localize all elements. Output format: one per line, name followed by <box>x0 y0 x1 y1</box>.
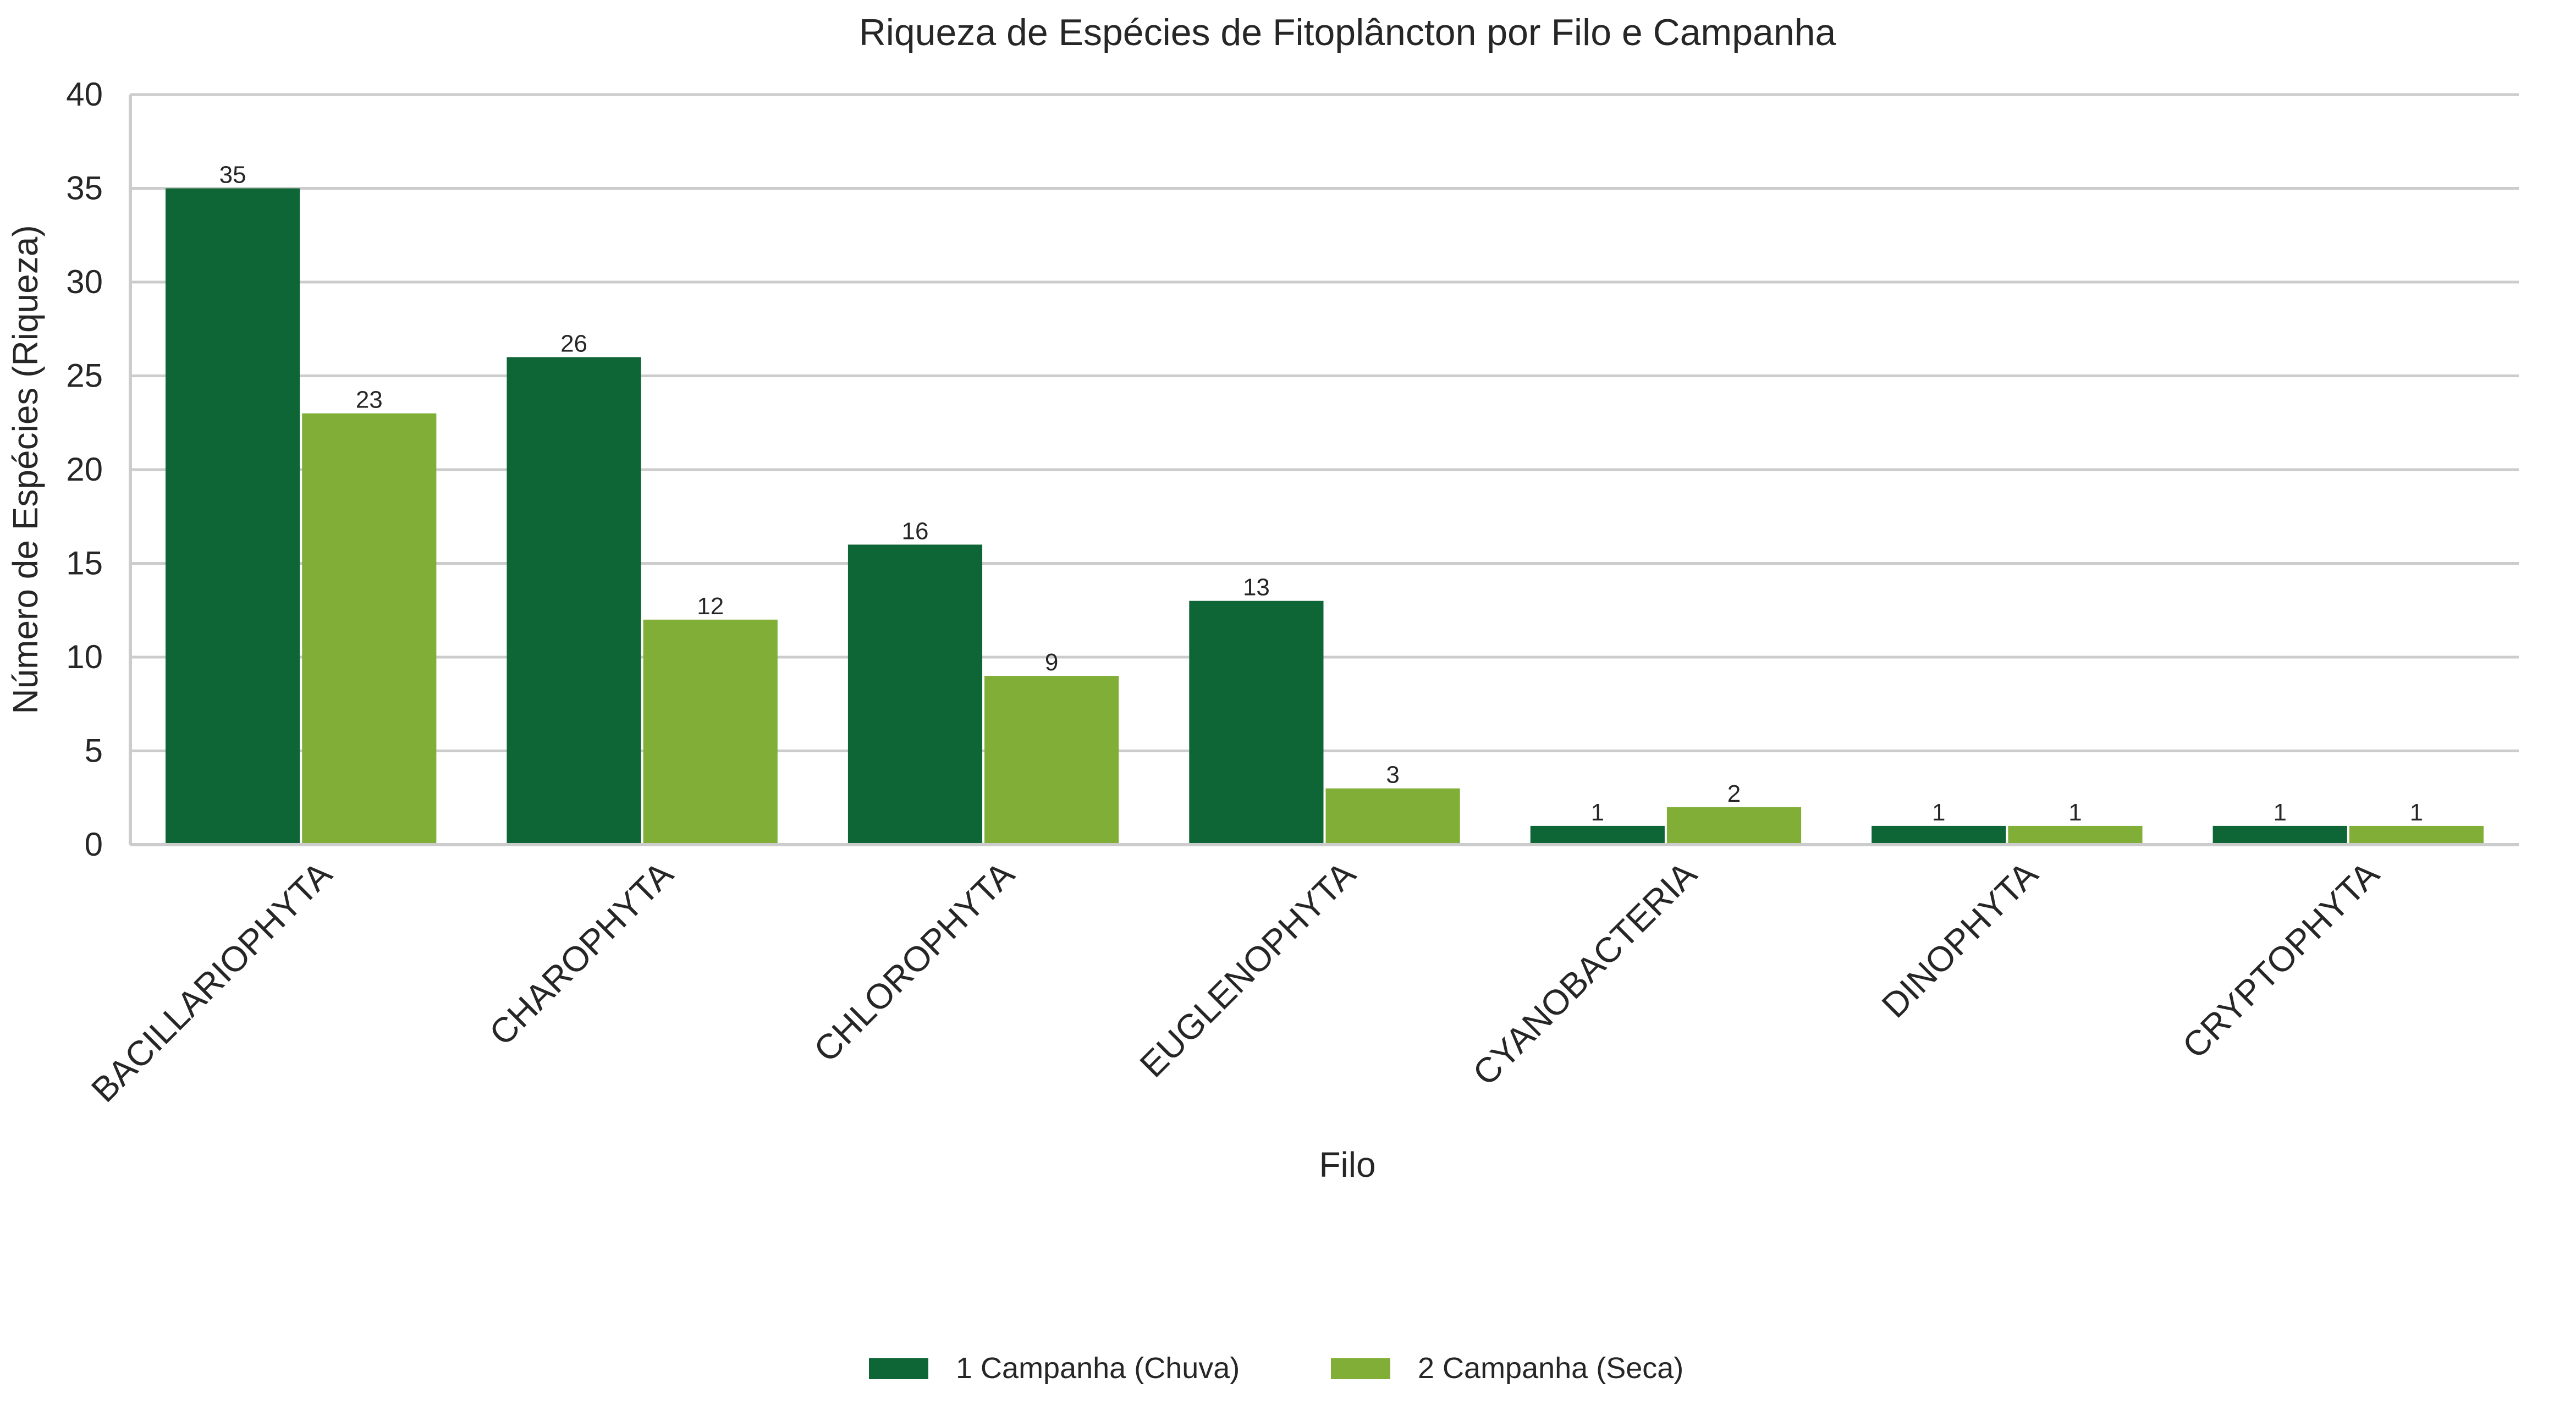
data-label: 13 <box>1243 574 1270 601</box>
data-label: 23 <box>356 387 383 414</box>
bar <box>643 619 778 845</box>
gridlines <box>130 93 2519 752</box>
y-tick-label: 10 <box>66 638 103 675</box>
legend: 1 Campanha (Chuva) 2 Campanha (Seca) <box>869 1352 1683 1385</box>
data-label: 1 <box>2410 799 2423 826</box>
x-axis-label: Filo <box>1319 1145 1375 1184</box>
data-label: 1 <box>1932 799 1945 826</box>
bar <box>847 544 983 845</box>
x-tick-label: CHLOROPHYTA <box>806 854 1022 1070</box>
data-label: 12 <box>697 593 724 620</box>
y-axis-label: Número de Espécies (Riqueza) <box>5 225 45 714</box>
bar <box>984 676 1119 845</box>
data-label: 9 <box>1045 649 1058 676</box>
x-tick-label: DINOPHYTA <box>1874 854 2046 1026</box>
bars <box>166 188 2484 845</box>
x-ticks: BACILLARIOPHYTA CHAROPHYTA CHLOROPHYTA EUGL… <box>84 854 2387 1110</box>
legend-swatch <box>869 1358 928 1379</box>
data-label: 2 <box>1727 780 1741 807</box>
y-tick-label: 5 <box>85 732 103 769</box>
x-tick-label: EUGLENOPHYTA <box>1132 854 1363 1085</box>
bar <box>302 413 437 845</box>
data-label: 26 <box>560 330 587 357</box>
data-label: 35 <box>219 162 246 189</box>
bar <box>2349 825 2484 845</box>
bar <box>1325 788 1460 845</box>
y-tick-label: 35 <box>66 170 103 207</box>
x-tick-label: CHAROPHYTA <box>482 854 681 1053</box>
y-tick-label: 20 <box>66 451 103 488</box>
data-label: 3 <box>1386 762 1399 789</box>
y-tick-label: 0 <box>85 826 103 863</box>
bar <box>507 357 641 845</box>
y-tick-label: 25 <box>66 357 103 394</box>
x-tick-label: CYANOBACTERIA <box>1465 854 1704 1093</box>
legend-label: 1 Campanha (Chuva) <box>956 1352 1240 1385</box>
bar <box>2212 825 2347 845</box>
y-tick-label: 15 <box>66 545 103 582</box>
bar <box>1530 825 1665 845</box>
y-ticks: 0 5 10 15 20 25 30 35 40 <box>66 76 103 863</box>
bar <box>1189 600 1324 845</box>
bar <box>2008 825 2143 845</box>
bar <box>1666 807 1802 845</box>
bar <box>1872 825 2006 845</box>
bar <box>166 188 300 845</box>
x-tick-label: CRYPTOPHYTA <box>2175 854 2387 1066</box>
data-label: 1 <box>2273 799 2286 826</box>
y-tick-label: 40 <box>66 76 103 113</box>
data-label: 1 <box>2068 799 2082 826</box>
data-label: 16 <box>902 517 929 544</box>
legend-swatch <box>1331 1358 1390 1379</box>
y-tick-label: 30 <box>66 263 103 300</box>
data-label: 1 <box>1591 799 1604 826</box>
legend-label: 2 Campanha (Seca) <box>1418 1352 1683 1385</box>
x-tick-label: BACILLARIOPHYTA <box>84 854 339 1110</box>
chart-title: Riqueza de Espécies de Fitoplâncton por … <box>859 12 1836 53</box>
